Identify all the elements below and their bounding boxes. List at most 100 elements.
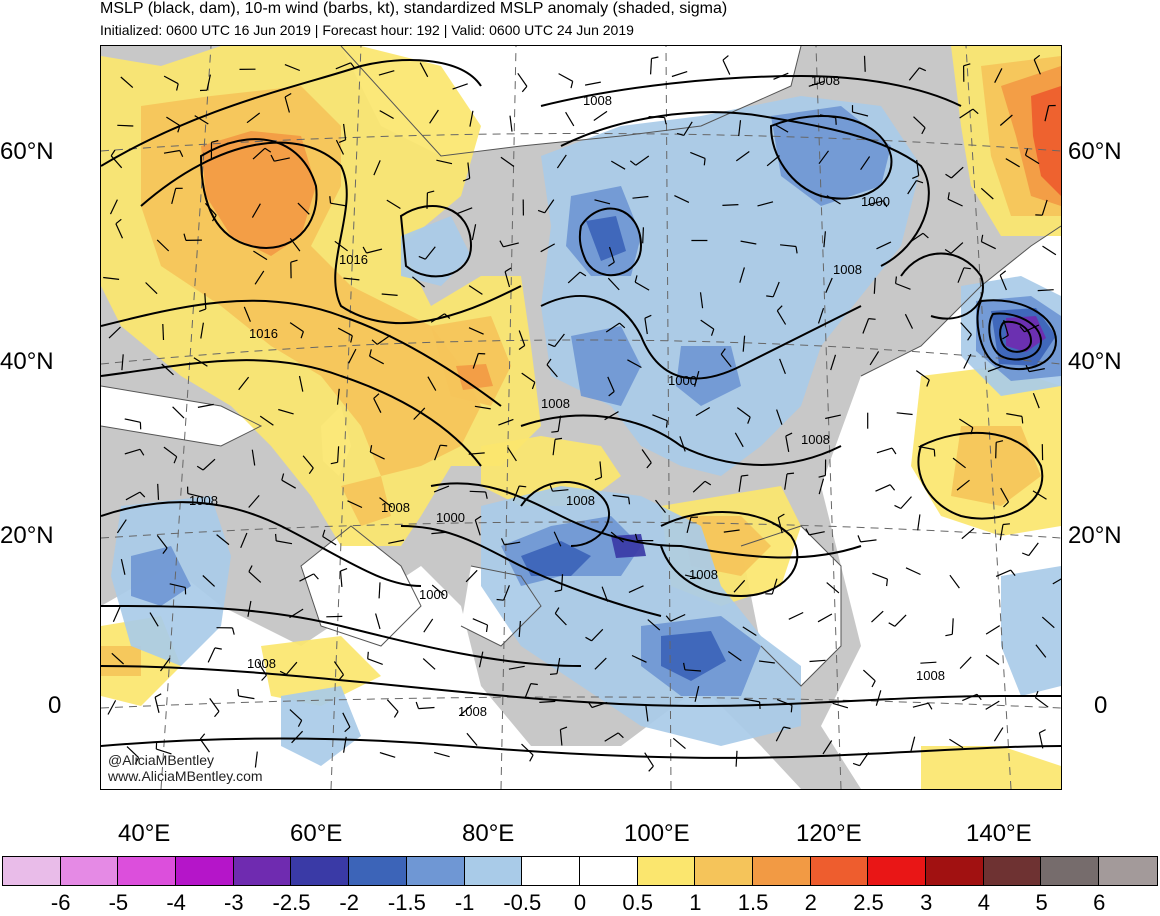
colorbar-tick-label: -5 [109,890,129,916]
isobar-label: 1008 [811,73,840,88]
colorbar-swatch [984,857,1042,885]
colorbar-tick-label: 0 [574,890,586,916]
colorbar-tick-label: -2.5 [273,890,311,916]
lon-label: 40°E [118,820,170,848]
colorbar-tick-label: 4 [978,890,990,916]
wind-barb-flag [550,674,557,675]
colorbar-tick-label: 0.5 [622,890,653,916]
lon-label: 120°E [796,820,862,848]
isobar-label: 1000 [436,510,465,525]
colorbar-swatch [811,857,869,885]
colorbar-tick-label: -2 [339,890,359,916]
wind-barb-flag [497,600,504,601]
lat-label-right: 0 [1094,692,1107,720]
colorbar-swatch [3,857,61,885]
colorbar-swatch [1041,857,1099,885]
colorbar-swatch [580,857,638,885]
isobar-label: 1008 [247,656,276,671]
colorbar-tick-label: -1.5 [388,890,426,916]
colorbar-tick-label: -0.5 [503,890,541,916]
colorbar-tick-label: -3 [224,890,244,916]
wind-barb [163,324,164,340]
lat-label-left: 20°N [0,522,54,550]
forecast-map: 1008 1008 1016 1016 1000 1008 1000 1008 … [100,45,1062,790]
colorbar-swatch [407,857,465,885]
lon-label: 140°E [966,820,1032,848]
colorbar-tick-label: 5 [1035,890,1047,916]
wind-barb-flag [276,534,277,541]
colorbar-swatch [291,857,349,885]
colorbar-tick-label: -4 [166,890,186,916]
map-canvas: 1008 1008 1016 1016 1000 1008 1000 1008 … [101,46,1061,789]
wind-barb-flag [836,118,837,125]
isobar-label: 1016 [339,252,368,267]
lon-label: 60°E [290,820,342,848]
wind-barb-flag [1022,416,1023,423]
colorbar-tick-label: 3 [920,890,932,916]
colorbar-swatch [118,857,176,885]
colorbar-swatch [868,857,926,885]
colorbar-tick-label: 2.5 [853,890,884,916]
wind-barb-flag [440,445,447,446]
wind-barb-flag [887,579,888,586]
colorbar-tick-label: 1.5 [738,890,769,916]
colorbar-tick-label: 2 [805,890,817,916]
wind-barb-flag [368,652,369,659]
wind-barb-flag [934,450,935,457]
chart-title: MSLP (black, dam), 10-m wind (barbs, kt)… [100,0,727,18]
wind-barb-flag [519,486,526,487]
wind-barb [996,442,997,458]
lon-label: 80°E [462,820,514,848]
wind-barb-flag [704,158,705,165]
colorbar-tick-label: -6 [51,890,71,916]
colorbar-swatch [926,857,984,885]
lat-label-right: 20°N [1068,522,1122,550]
colorbar-swatch [753,857,811,885]
isobar-label: 1008 [458,704,487,719]
isobar-label: 1008 [833,262,862,277]
colorbar-swatch [349,857,407,885]
isobar-label: 1008 [689,567,718,582]
credit-handle: @AliciaMBentley [108,752,214,768]
colorbar-swatch [695,857,753,885]
lat-label-right: 60°N [1068,138,1122,166]
lat-label-left: 40°N [0,348,54,376]
wind-barb [158,484,159,500]
chart-subtitle: Initialized: 0600 UTC 16 Jun 2019 | Fore… [100,22,634,38]
wind-barb-flag [551,431,558,432]
colorbar-swatch [638,857,696,885]
colorbar-tick-label: 6 [1093,890,1105,916]
wind-barb [117,125,133,126]
colorbar-tick-label: 1 [689,890,701,916]
lat-label-left: 0 [48,692,61,720]
lat-label-right: 40°N [1068,348,1122,376]
wind-barb [865,56,866,72]
colorbar-swatch [234,857,292,885]
colorbar-tick-label: -1 [455,890,475,916]
isobar-label: 1016 [249,326,278,341]
wind-barb-flag [896,277,897,284]
isobar-label: 1008 [801,432,830,447]
colorbar-swatch [522,857,580,885]
colorbar [2,856,1158,886]
lon-label: 100°E [624,820,690,848]
wind-barb-flag [760,702,761,709]
isobar-label: 1000 [668,373,697,388]
isobar-label: 1008 [566,493,595,508]
colorbar-swatch [465,857,523,885]
wind-barb [643,227,644,243]
wind-barb-flag [869,319,876,320]
isobar-label: 1008 [916,668,945,683]
wind-barb-flag [667,421,668,428]
isobar-label: 1008 [583,93,612,108]
wind-barb-flag [238,689,239,696]
isobar-label: 1000 [861,194,890,209]
wind-barb-flag [741,475,748,476]
wind-barb [470,491,486,492]
wind-barb-flag [1003,524,1010,525]
colorbar-swatch [176,857,234,885]
credit-website: www.AliciaMBentley.com [108,768,263,784]
wind-barb-flag [330,196,331,203]
wind-barb-flag [787,473,794,474]
lat-label-left: 60°N [0,138,54,166]
